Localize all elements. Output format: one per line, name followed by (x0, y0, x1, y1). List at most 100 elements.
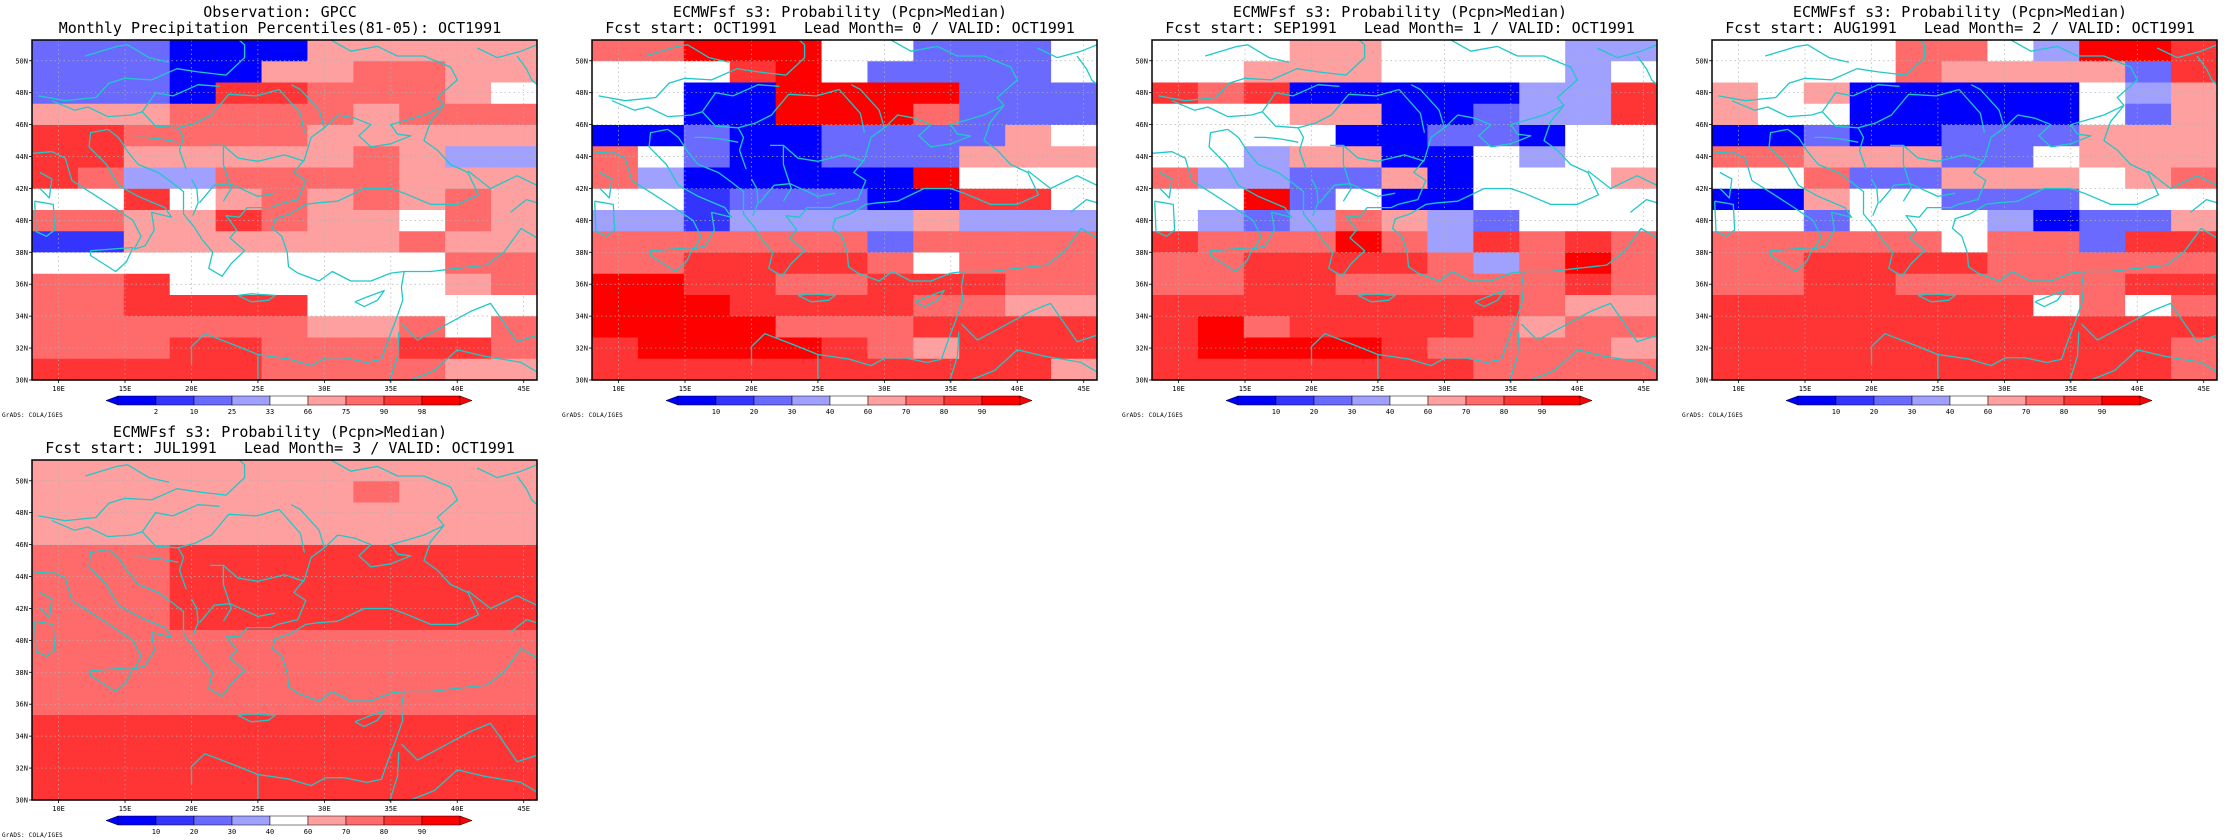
grid-cell (491, 693, 538, 716)
grid-cell (1152, 358, 1199, 381)
grid-cell (1427, 316, 1474, 339)
lat-tick-label: 44N (575, 153, 588, 161)
grid-cell (1473, 40, 1520, 62)
grid-cell (32, 693, 79, 716)
grid-cell (123, 587, 171, 610)
grid-cell (1243, 337, 1291, 360)
grid-cell (261, 545, 309, 567)
grid-cell (1243, 252, 1291, 275)
grid-cell (637, 210, 685, 232)
lon-tick-label: 40E (1011, 385, 1024, 393)
grid-cell (353, 146, 400, 169)
lat-tick-label: 42N (15, 605, 28, 613)
coastline (290, 84, 326, 128)
grid-cell (1895, 82, 1943, 105)
grid-cell (215, 778, 263, 801)
coastline (2080, 302, 2218, 343)
grid-cell (2125, 273, 2172, 296)
colorbar-swatch (383, 395, 423, 406)
grid-cell (1757, 337, 1805, 360)
grid-cell (1611, 188, 1658, 211)
grid-cell (1005, 210, 1052, 232)
grid-cell (445, 566, 492, 589)
grid-cell (399, 188, 446, 211)
coastline (388, 752, 400, 802)
grid-cell (2079, 188, 2126, 211)
grid-cell (1757, 316, 1805, 339)
lat-tick-label: 30N (575, 377, 588, 385)
grid-cell (1987, 231, 2034, 254)
grid-cell (215, 210, 263, 232)
colorbar-swatch (1351, 395, 1391, 406)
grid-cell (1519, 273, 1566, 296)
lat-tick-label: 40N (15, 217, 28, 225)
coastline (611, 84, 780, 118)
grid-cell (399, 778, 446, 801)
grid-cell (1519, 358, 1566, 381)
lat-tick-label: 36N (15, 281, 28, 289)
coastline (107, 524, 480, 787)
grid-cell (1895, 231, 1943, 254)
grid-cell (169, 273, 217, 296)
grid-cell (169, 337, 217, 360)
grid-cell (169, 167, 217, 190)
grid-cell (1243, 295, 1291, 317)
grid-cell (261, 316, 309, 339)
grid-cell (637, 252, 685, 275)
grid-cell (215, 651, 263, 674)
grid-cell (775, 316, 823, 339)
lon-tick-label: 35E (944, 385, 957, 393)
grid-cell (637, 231, 685, 254)
grid-cell (1005, 252, 1052, 275)
lat-tick-label: 30N (15, 797, 28, 805)
grid-cell (123, 523, 171, 546)
grid-cell (2125, 103, 2172, 126)
grid-cell (1712, 231, 1759, 254)
colorbar: 10 20 30 40 60 70 80 90 (1785, 395, 2153, 416)
grid-cell (729, 61, 777, 84)
coastline (914, 289, 945, 308)
grid-cell (1941, 146, 1989, 169)
grid-cell (169, 231, 217, 254)
grid-cell (123, 146, 171, 169)
grid-cell (775, 358, 823, 381)
grid-cell (1335, 295, 1383, 317)
grid-cell (2033, 358, 2080, 381)
grid-cell (169, 757, 217, 780)
grid-cell (169, 566, 217, 589)
lon-tick-label: 20E (745, 385, 758, 393)
grid-cell (1381, 231, 1429, 254)
lon-tick-label: 35E (384, 805, 397, 813)
grid-cell (913, 167, 960, 190)
grid-cell (2033, 252, 2080, 275)
coastline (1596, 44, 1658, 59)
grid-cell (32, 523, 79, 546)
grid-cell (1941, 273, 1989, 296)
grid-cell (1565, 231, 1612, 254)
grid-cell (215, 125, 263, 147)
grid-cell (2125, 146, 2172, 169)
grid-cell (959, 252, 1006, 275)
lon-tick-label: 10E (1732, 385, 1745, 393)
lon-tick-label: 35E (1504, 385, 1517, 393)
grid-cell (491, 146, 538, 169)
grid-cell (169, 316, 217, 339)
grid-cell (307, 146, 354, 169)
coastline (290, 504, 326, 548)
grid-cell (1243, 167, 1291, 190)
lat-tick-label: 44N (15, 153, 28, 161)
grid-cell (32, 736, 79, 759)
grid-cell (913, 252, 960, 275)
grid-cell (1803, 125, 1851, 147)
grid-cell (2033, 316, 2080, 339)
grid-cell (821, 273, 869, 296)
grid-cell (1519, 40, 1566, 62)
grid-cell (353, 502, 400, 525)
grid-cell (353, 358, 400, 381)
colorbar-label: 10 (152, 828, 160, 836)
grid-cell (399, 736, 446, 759)
grid-cell (1895, 40, 1943, 62)
grid-cell (1335, 167, 1383, 190)
colorbar-swatch (2063, 395, 2103, 406)
grid-cell (959, 337, 1006, 360)
